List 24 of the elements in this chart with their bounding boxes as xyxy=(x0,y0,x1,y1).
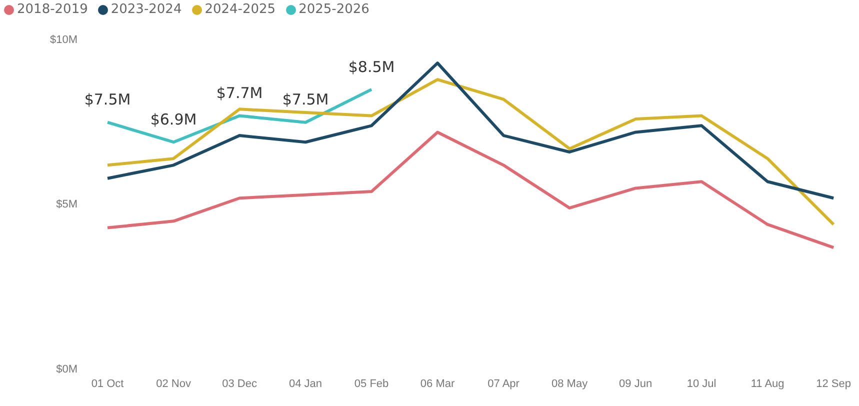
data-label: $6.9M xyxy=(150,110,197,129)
data-label: $7.5M xyxy=(282,90,329,109)
y-tick-label: $10M xyxy=(50,34,78,46)
x-tick-label: 04 Jan xyxy=(289,378,322,390)
x-tick-label: 11 Aug xyxy=(750,378,784,390)
y-tick-label: $5M xyxy=(56,198,78,211)
x-tick-label: 02 Nov xyxy=(156,378,192,390)
y-tick-label: $0M xyxy=(56,363,78,376)
legend-label: 2025-2026 xyxy=(298,2,370,17)
x-tick-label: 03 Dec xyxy=(222,378,258,390)
x-tick-label: 05 Feb xyxy=(354,378,389,390)
x-tick-label: 08 May xyxy=(552,378,588,390)
legend-label: 2023-2024 xyxy=(110,2,182,17)
data-label: $7.7M xyxy=(216,84,263,102)
legend-label: 2018-2019 xyxy=(17,2,88,17)
x-tick-label: 10 Jul xyxy=(686,378,716,390)
x-tick-label: 12 Sep xyxy=(816,378,852,390)
x-tick-label: 07 Apr xyxy=(488,378,520,390)
x-tick-label: 09 Jun xyxy=(619,378,652,390)
legend-label: 2024-2025 xyxy=(204,2,276,17)
x-tick-label: 06 Mar xyxy=(420,378,455,390)
x-tick-label: 01 Oct xyxy=(91,378,124,390)
data-label: $7.5M xyxy=(84,90,131,109)
data-label: $8.5M xyxy=(348,58,395,76)
